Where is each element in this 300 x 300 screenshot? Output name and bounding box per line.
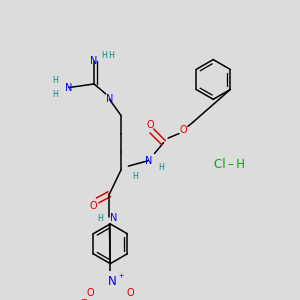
Text: N: N xyxy=(145,156,152,166)
Text: N: N xyxy=(108,275,116,288)
Text: Cl – H: Cl – H xyxy=(214,158,245,171)
Text: N: N xyxy=(106,94,113,104)
Text: H: H xyxy=(52,76,58,85)
Text: O: O xyxy=(87,287,94,298)
Text: H: H xyxy=(108,52,114,61)
Text: N: N xyxy=(65,82,72,93)
Text: H: H xyxy=(133,172,139,182)
Text: H: H xyxy=(158,163,164,172)
Text: O: O xyxy=(146,121,154,130)
Text: N: N xyxy=(110,214,118,224)
Text: −: − xyxy=(80,295,87,300)
Text: O: O xyxy=(126,287,134,298)
Text: O: O xyxy=(89,201,97,211)
Text: H: H xyxy=(101,52,107,61)
Text: +: + xyxy=(118,273,124,279)
Text: N: N xyxy=(90,56,98,66)
Text: H: H xyxy=(98,214,103,223)
Text: H: H xyxy=(52,90,58,99)
Text: O: O xyxy=(180,125,187,135)
